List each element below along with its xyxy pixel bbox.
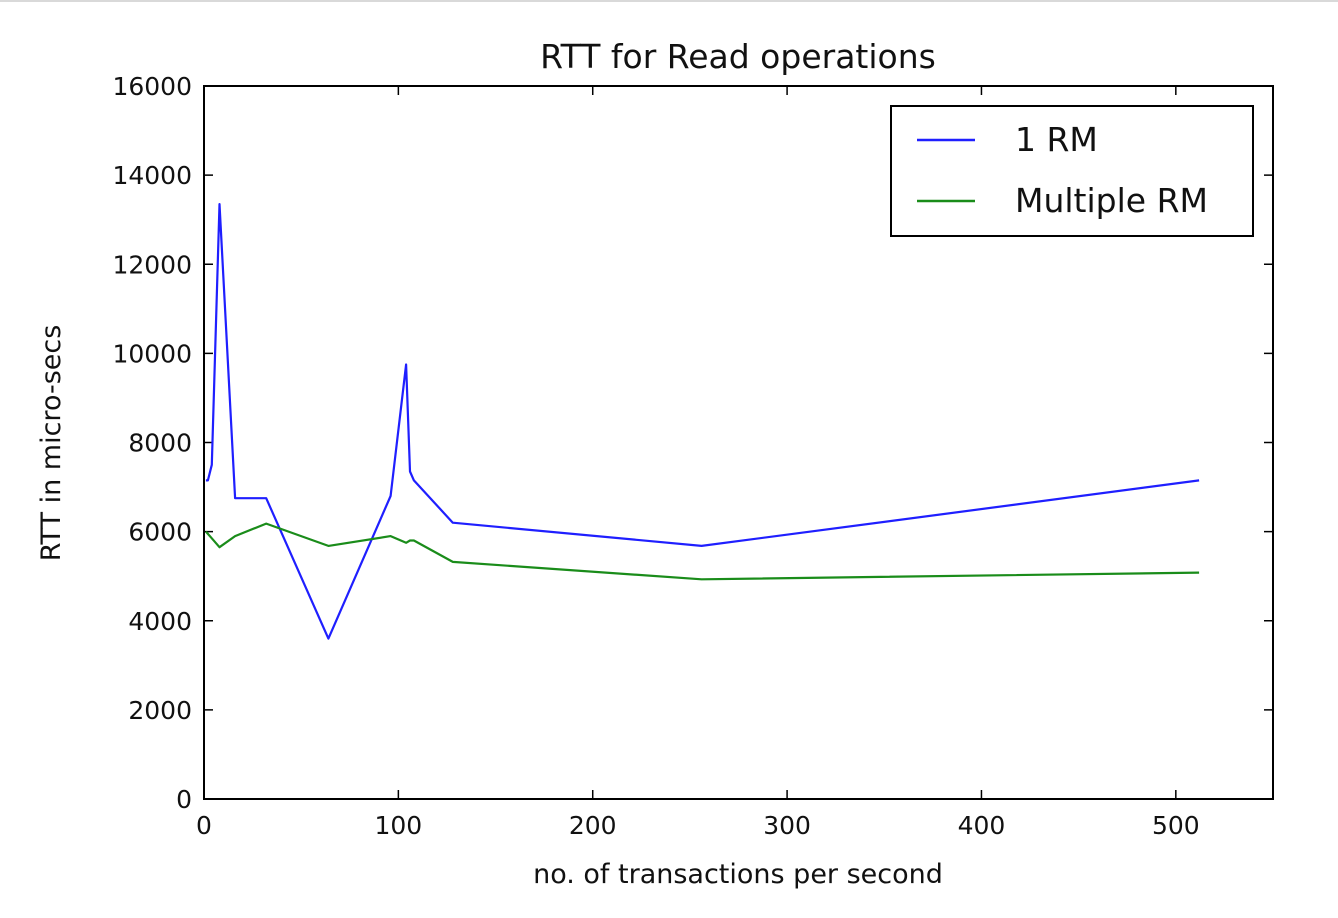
y-tick-label: 4000 xyxy=(128,607,192,636)
y-axis-label: RTT in micro-secs xyxy=(36,325,67,562)
chart-title: RTT for Read operations xyxy=(540,37,936,76)
legend-label-2: Multiple RM xyxy=(1015,181,1208,220)
x-tick-label: 200 xyxy=(569,811,617,840)
x-tick-label: 100 xyxy=(375,811,423,840)
series-line-1 xyxy=(205,203,1200,640)
y-tick-label: 12000 xyxy=(112,250,192,279)
x-axis-label: no. of transactions per second xyxy=(533,859,943,890)
series-lines xyxy=(205,203,1200,640)
y-tick-label: 0 xyxy=(176,785,192,814)
x-tick-label: 500 xyxy=(1152,811,1200,840)
legend-box xyxy=(890,105,1254,237)
y-tick-label: 8000 xyxy=(128,429,192,458)
y-tick-label: 6000 xyxy=(128,518,192,547)
y-tick-label: 16000 xyxy=(112,72,192,101)
legend-label-1: 1 RM xyxy=(1015,120,1098,159)
top-border xyxy=(0,0,1338,2)
x-tick-label: 300 xyxy=(763,811,811,840)
series-line-2 xyxy=(205,522,1200,581)
y-tick-label: 14000 xyxy=(112,161,192,190)
x-tick-label: 400 xyxy=(958,811,1006,840)
y-tick-label: 10000 xyxy=(112,339,192,368)
x-tick-label: 0 xyxy=(196,811,212,840)
axis-ticks: 0 100 200 300 400 500 0 2000 4000 6000 8000 10000 12… xyxy=(112,72,1273,840)
legend: 1 RM Multiple RM xyxy=(890,105,1254,237)
plot-frame xyxy=(203,85,1274,800)
y-tick-label: 2000 xyxy=(128,696,192,725)
